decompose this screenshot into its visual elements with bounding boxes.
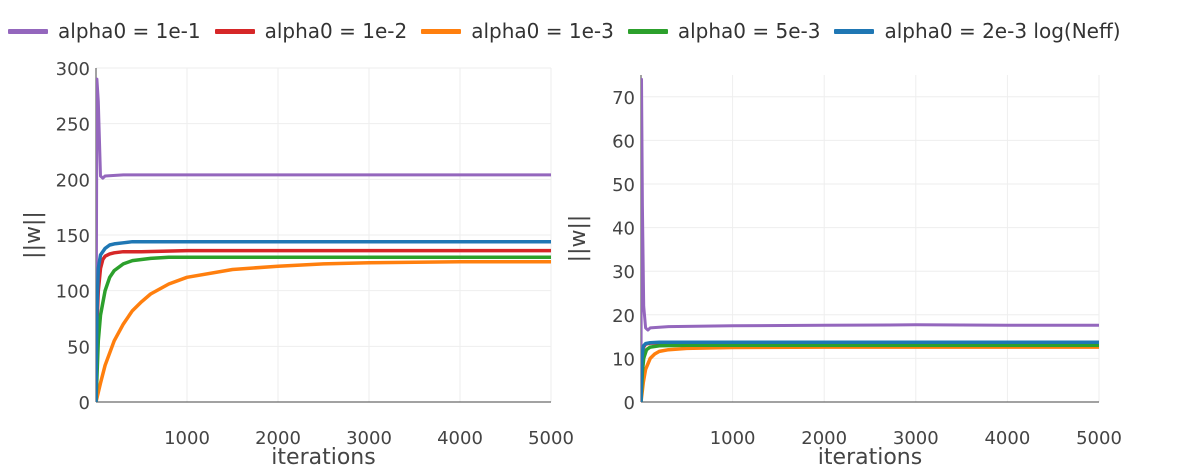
legend-swatch	[627, 28, 668, 34]
x-axis-title: iterations	[271, 445, 375, 470]
y-tick-label: 60	[612, 131, 635, 152]
series-line	[641, 340, 1099, 402]
y-tick-label: 200	[56, 170, 90, 191]
legend-label: alpha0 = 1e-2	[264, 19, 408, 43]
y-tick-label: 10	[612, 349, 635, 370]
series-line	[641, 345, 1099, 402]
x-tick-label: 2000	[255, 428, 301, 449]
x-tick-label: 3000	[893, 428, 939, 449]
series-line	[96, 239, 551, 402]
series-line	[641, 341, 1099, 402]
legend-swatch	[8, 28, 48, 34]
series-line	[641, 77, 1099, 402]
legend-swatch	[834, 28, 875, 34]
y-tick-label: 0	[624, 393, 635, 414]
legend-item[interactable]: alpha0 = 2e-3 log(Neff)	[834, 19, 1121, 43]
x-tick-label: 4000	[437, 428, 483, 449]
series-line	[96, 255, 551, 402]
legend-label: alpha0 = 1e-1	[58, 19, 201, 43]
y-tick-label: 100	[56, 282, 90, 303]
legend: alpha0 = 1e-1 alpha0 = 1e-2 alpha0 = 1e-3 a…	[8, 14, 1135, 48]
x-tick-label: 2000	[801, 428, 847, 449]
y-tick-label: 250	[56, 115, 90, 136]
x-tick-label: 5000	[528, 428, 574, 449]
x-tick-label: 5000	[1076, 428, 1122, 449]
y-tick-label: 300	[56, 59, 90, 80]
right-plot: 1000 2000 3000 4000 5000 0 10 20 30 40 50 60 70 itera…	[566, 75, 1122, 470]
legend-item[interactable]: alpha0 = 5e-3	[627, 19, 821, 43]
x-tick-label: 1000	[710, 428, 756, 449]
legend-swatch	[421, 28, 462, 34]
y-axis-title: ||w||	[566, 215, 591, 263]
legend-label: alpha0 = 5e-3	[677, 19, 821, 43]
series-line	[96, 259, 551, 402]
x-tick-label: 3000	[346, 428, 392, 449]
y-tick-label: 70	[612, 88, 635, 109]
left-plot: 1000 2000 3000 4000 5000 0 50 100 150 200 250 300 it…	[21, 59, 574, 470]
y-tick-label: 30	[612, 262, 635, 283]
legend-label: alpha0 = 2e-3 log(Neff)	[884, 19, 1121, 43]
y-tick-label: 0	[79, 393, 90, 414]
series-line	[96, 248, 551, 402]
legend-item[interactable]: alpha0 = 1e-1	[8, 19, 201, 43]
legend-swatch	[214, 28, 255, 34]
legend-label: alpha0 = 1e-3	[471, 19, 614, 43]
x-tick-label: 4000	[984, 428, 1030, 449]
y-tick-label: 20	[612, 306, 635, 327]
y-tick-label: 150	[56, 226, 90, 247]
series-line	[96, 77, 551, 402]
legend-item[interactable]: alpha0 = 1e-2	[214, 19, 408, 43]
y-tick-label: 40	[612, 219, 635, 240]
y-tick-label: 50	[612, 175, 635, 196]
x-tick-label: 1000	[164, 428, 210, 449]
y-tick-label: 50	[67, 337, 90, 358]
x-axis-title: iterations	[818, 445, 922, 470]
legend-item[interactable]: alpha0 = 1e-3	[421, 19, 614, 43]
y-axis-title: ||w||	[21, 211, 46, 259]
series-line	[641, 343, 1099, 402]
